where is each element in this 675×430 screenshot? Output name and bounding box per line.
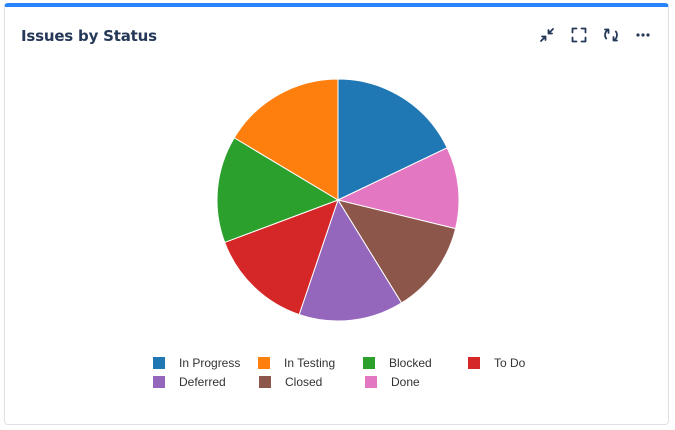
- legend-label: Done: [391, 374, 420, 389]
- refresh-icon: [602, 26, 620, 44]
- legend-item-deferred[interactable]: Deferred: [153, 372, 259, 391]
- legend-label: Blocked: [389, 355, 432, 370]
- legend-swatch: [258, 356, 270, 369]
- legend-row: In Progress In Testing Blocked To Do: [153, 353, 573, 372]
- legend-label: In Testing: [284, 355, 336, 370]
- pie-slice-closed[interactable]: [336, 199, 457, 304]
- legend-swatch: [468, 356, 480, 369]
- widget-title: Issues by Status: [21, 27, 157, 45]
- legend-item-in-progress[interactable]: In Progress: [153, 353, 258, 372]
- pie-slice-done[interactable]: [336, 147, 460, 230]
- issues-by-status-widget: Issues by Status: [4, 3, 669, 425]
- chart-legend: In Progress In Testing Blocked To Do Deferre…: [153, 353, 573, 391]
- legend-label: In Progress: [179, 355, 241, 370]
- pie-slice-in-progress[interactable]: [337, 78, 448, 201]
- pie-slice-blocked[interactable]: [216, 137, 340, 244]
- legend-swatch: [363, 356, 375, 369]
- minimize-icon: [538, 26, 556, 44]
- legend-swatch: [259, 375, 271, 388]
- legend-label: Deferred: [179, 374, 226, 389]
- pie-slice-in-testing[interactable]: [233, 78, 339, 201]
- legend-swatch: [365, 375, 377, 388]
- pie-slice-deferred[interactable]: [298, 198, 403, 322]
- minimize-button[interactable]: [538, 25, 556, 45]
- legend-item-closed[interactable]: Closed: [259, 372, 365, 391]
- legend-item-in-testing[interactable]: In Testing: [258, 353, 363, 372]
- fullscreen-button[interactable]: [570, 25, 588, 45]
- more-button[interactable]: [634, 25, 652, 45]
- legend-item-done[interactable]: Done: [365, 372, 471, 391]
- legend-item-to-do[interactable]: To Do: [468, 353, 573, 372]
- legend-label: Closed: [285, 374, 323, 389]
- widget-toolbar: [538, 25, 652, 45]
- legend-swatch: [153, 356, 165, 369]
- pie-slice-to-do[interactable]: [224, 199, 339, 316]
- legend-item-blocked[interactable]: Blocked: [363, 353, 468, 372]
- legend-label: To Do: [494, 355, 526, 370]
- pie-chart: [216, 78, 460, 322]
- legend-swatch: [153, 375, 165, 388]
- widget-header: Issues by Status: [21, 25, 652, 51]
- fullscreen-icon: [570, 26, 588, 44]
- more-icon: [634, 26, 652, 44]
- legend-row: Deferred Closed Done: [153, 372, 573, 391]
- refresh-button[interactable]: [602, 25, 620, 45]
